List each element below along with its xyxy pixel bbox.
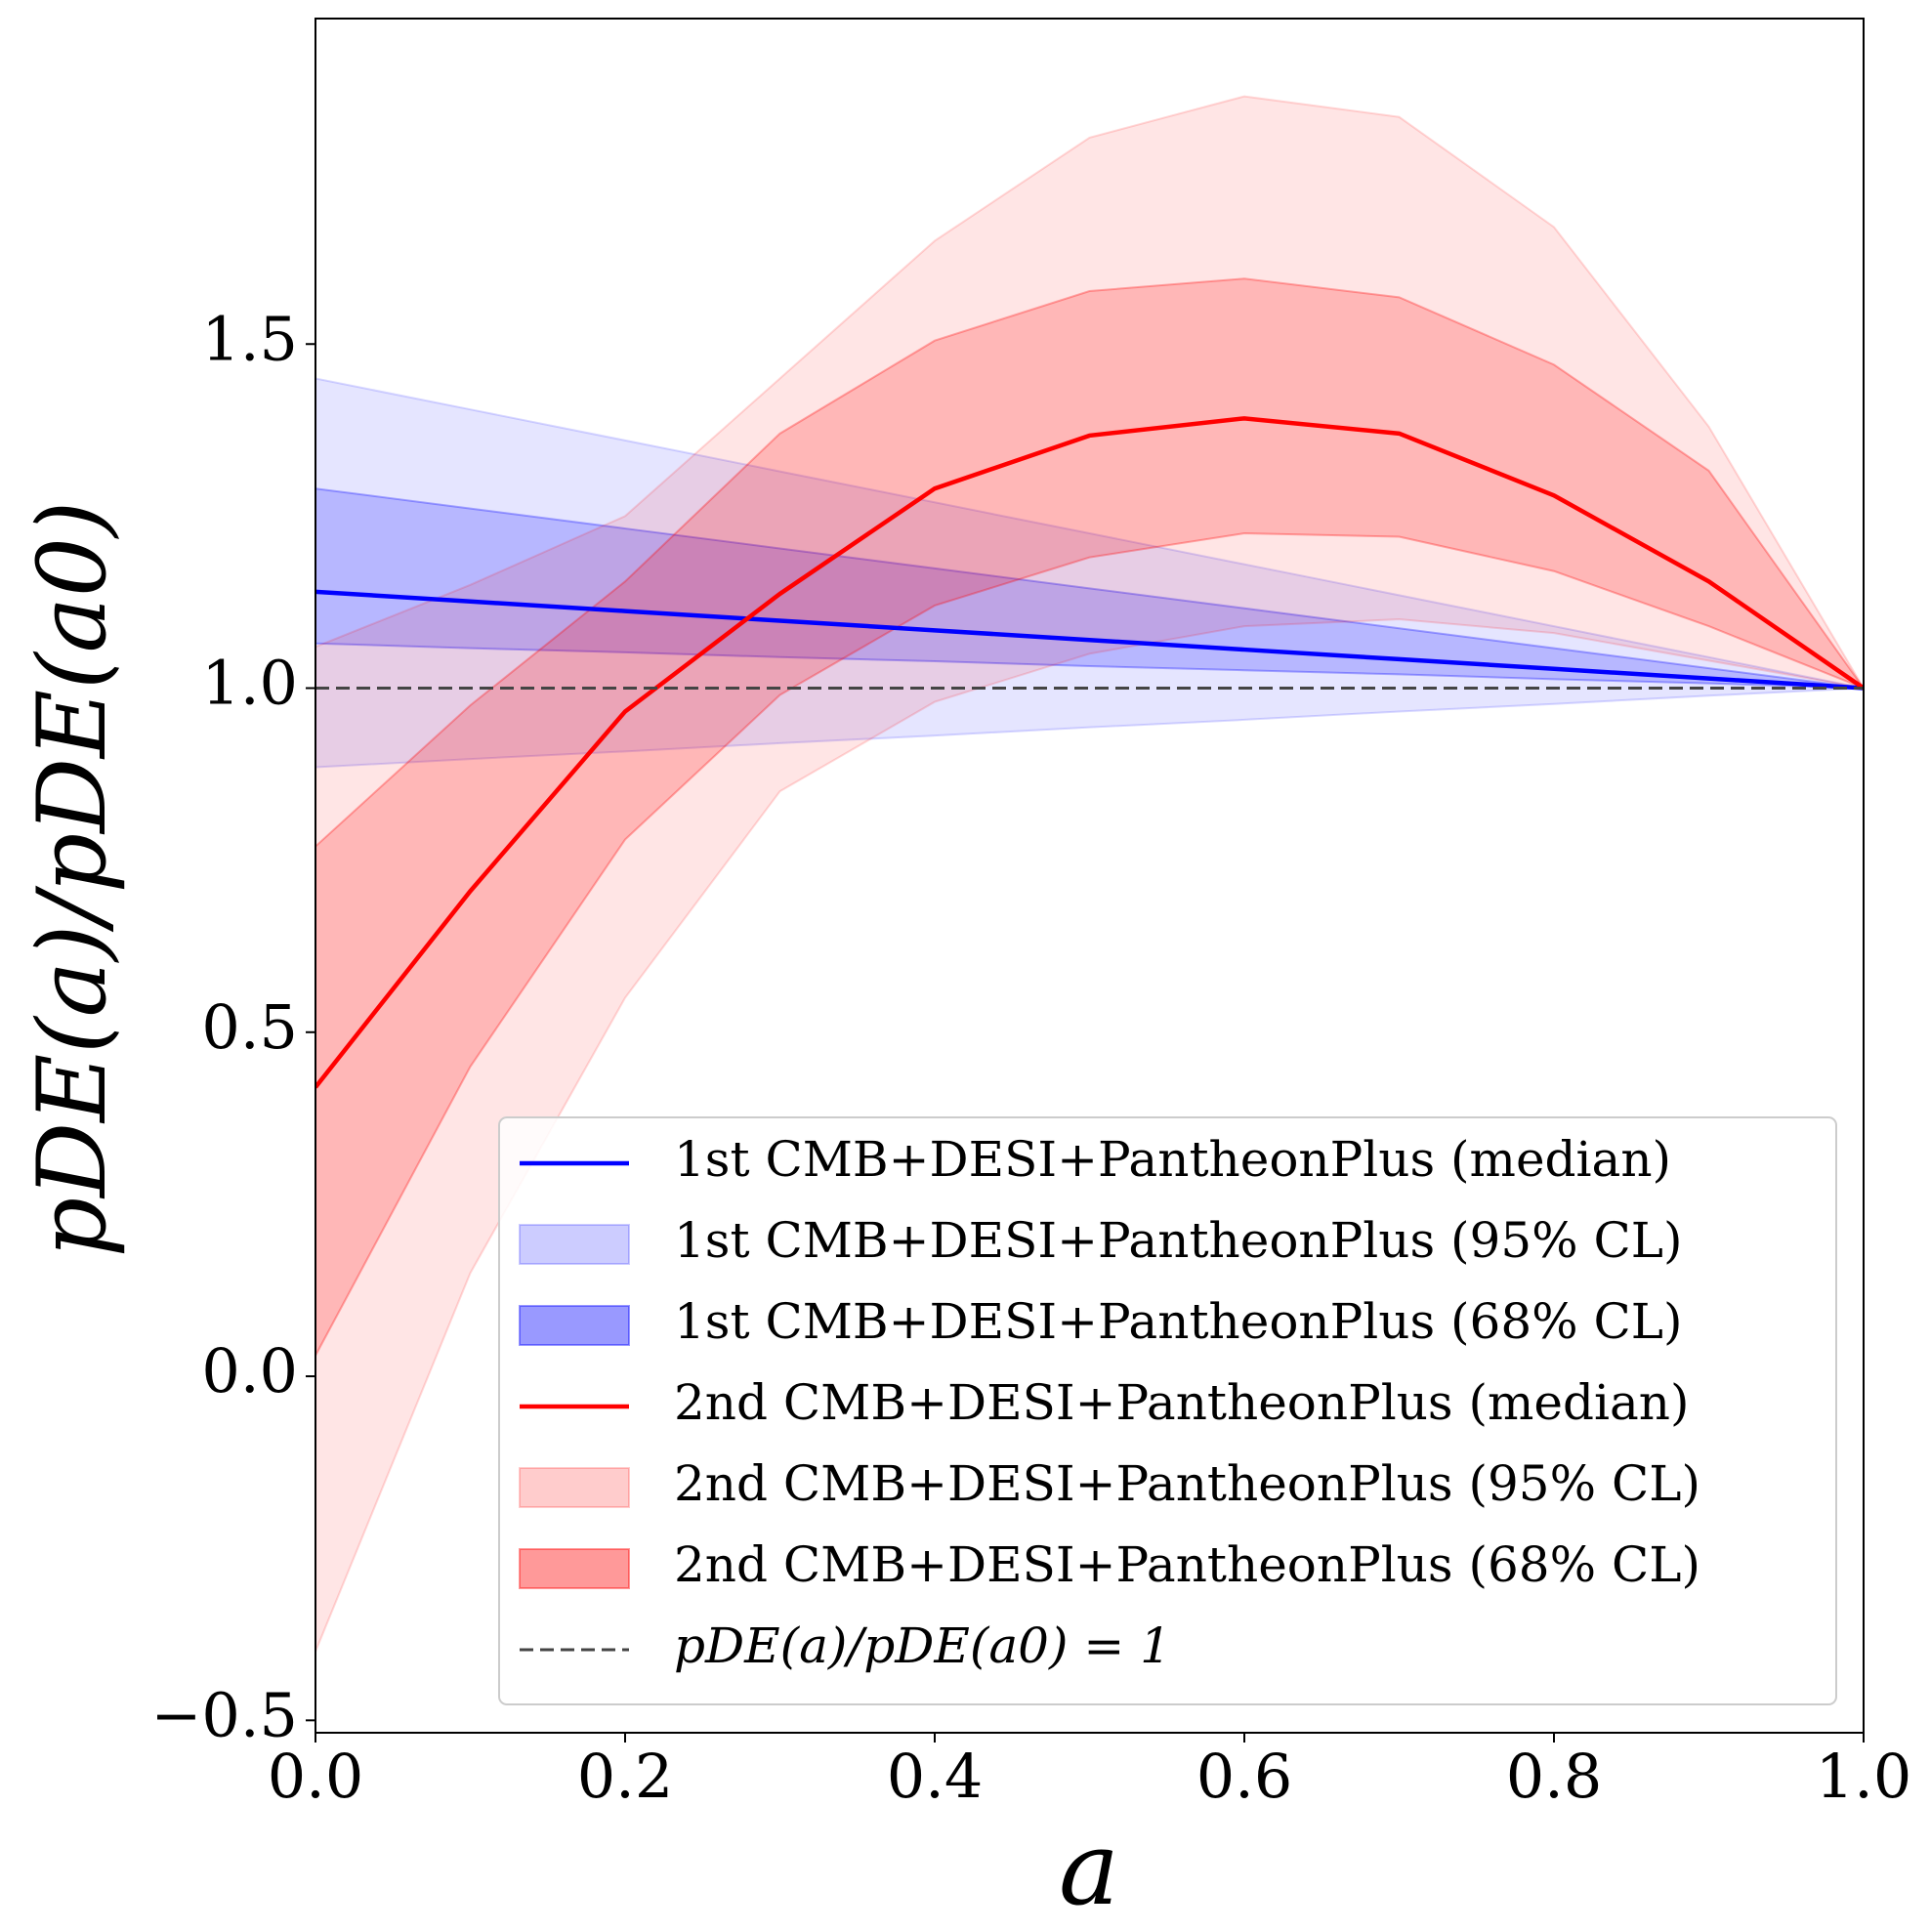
y-tick-label: 1.0 <box>201 648 298 719</box>
legend-label: 1st CMB+DESI+PantheonPlus (median) <box>674 1131 1671 1188</box>
confidence-band <box>315 277 1864 1357</box>
y-tick-label: 0.5 <box>201 991 298 1063</box>
legend-swatch <box>519 1224 630 1265</box>
legend-swatch <box>519 1305 630 1346</box>
legend-label: pDE(a)/pDE(a0) = 1 <box>674 1617 1171 1674</box>
legend-box <box>498 1116 1837 1705</box>
legend-label: 2nd CMB+DESI+PantheonPlus (95% CL) <box>674 1455 1700 1512</box>
legend-label: 2nd CMB+DESI+PantheonPlus (68% CL) <box>674 1536 1700 1593</box>
x-tick-label: 1.0 <box>1816 1741 1912 1812</box>
median-line <box>315 589 1864 691</box>
x-tick-label: 0.2 <box>577 1741 674 1812</box>
legend-label: 1st CMB+DESI+PantheonPlus (68% CL) <box>674 1293 1683 1350</box>
confidence-band <box>315 377 1864 769</box>
legend-swatch <box>519 1548 630 1589</box>
axes-frame <box>315 18 1865 1734</box>
x-tick-label: 0.8 <box>1506 1741 1603 1812</box>
legend: 1st CMB+DESI+PantheonPlus (median) 1st CM… <box>498 1116 1837 1705</box>
x-tick-label: 0.0 <box>268 1741 364 1812</box>
y-axis-label: pDE(a)/pDE(a0) <box>18 501 127 1258</box>
plot-area <box>315 95 1864 1653</box>
confidence-band <box>315 95 1864 1653</box>
legend-label: 1st CMB+DESI+PantheonPlus (95% CL) <box>674 1212 1683 1269</box>
legend-swatch <box>519 1467 630 1508</box>
legend-label: 2nd CMB+DESI+PantheonPlus (median) <box>674 1374 1690 1431</box>
y-tick-label: 1.5 <box>201 303 298 374</box>
x-axis-label: a <box>1059 1809 1119 1928</box>
x-tick-label: 0.4 <box>887 1741 984 1812</box>
x-tick-label: 0.6 <box>1196 1741 1293 1812</box>
median-line <box>315 416 1864 1089</box>
y-tick-label: −0.5 <box>150 1679 298 1750</box>
y-tick-label: 0.0 <box>201 1335 298 1407</box>
